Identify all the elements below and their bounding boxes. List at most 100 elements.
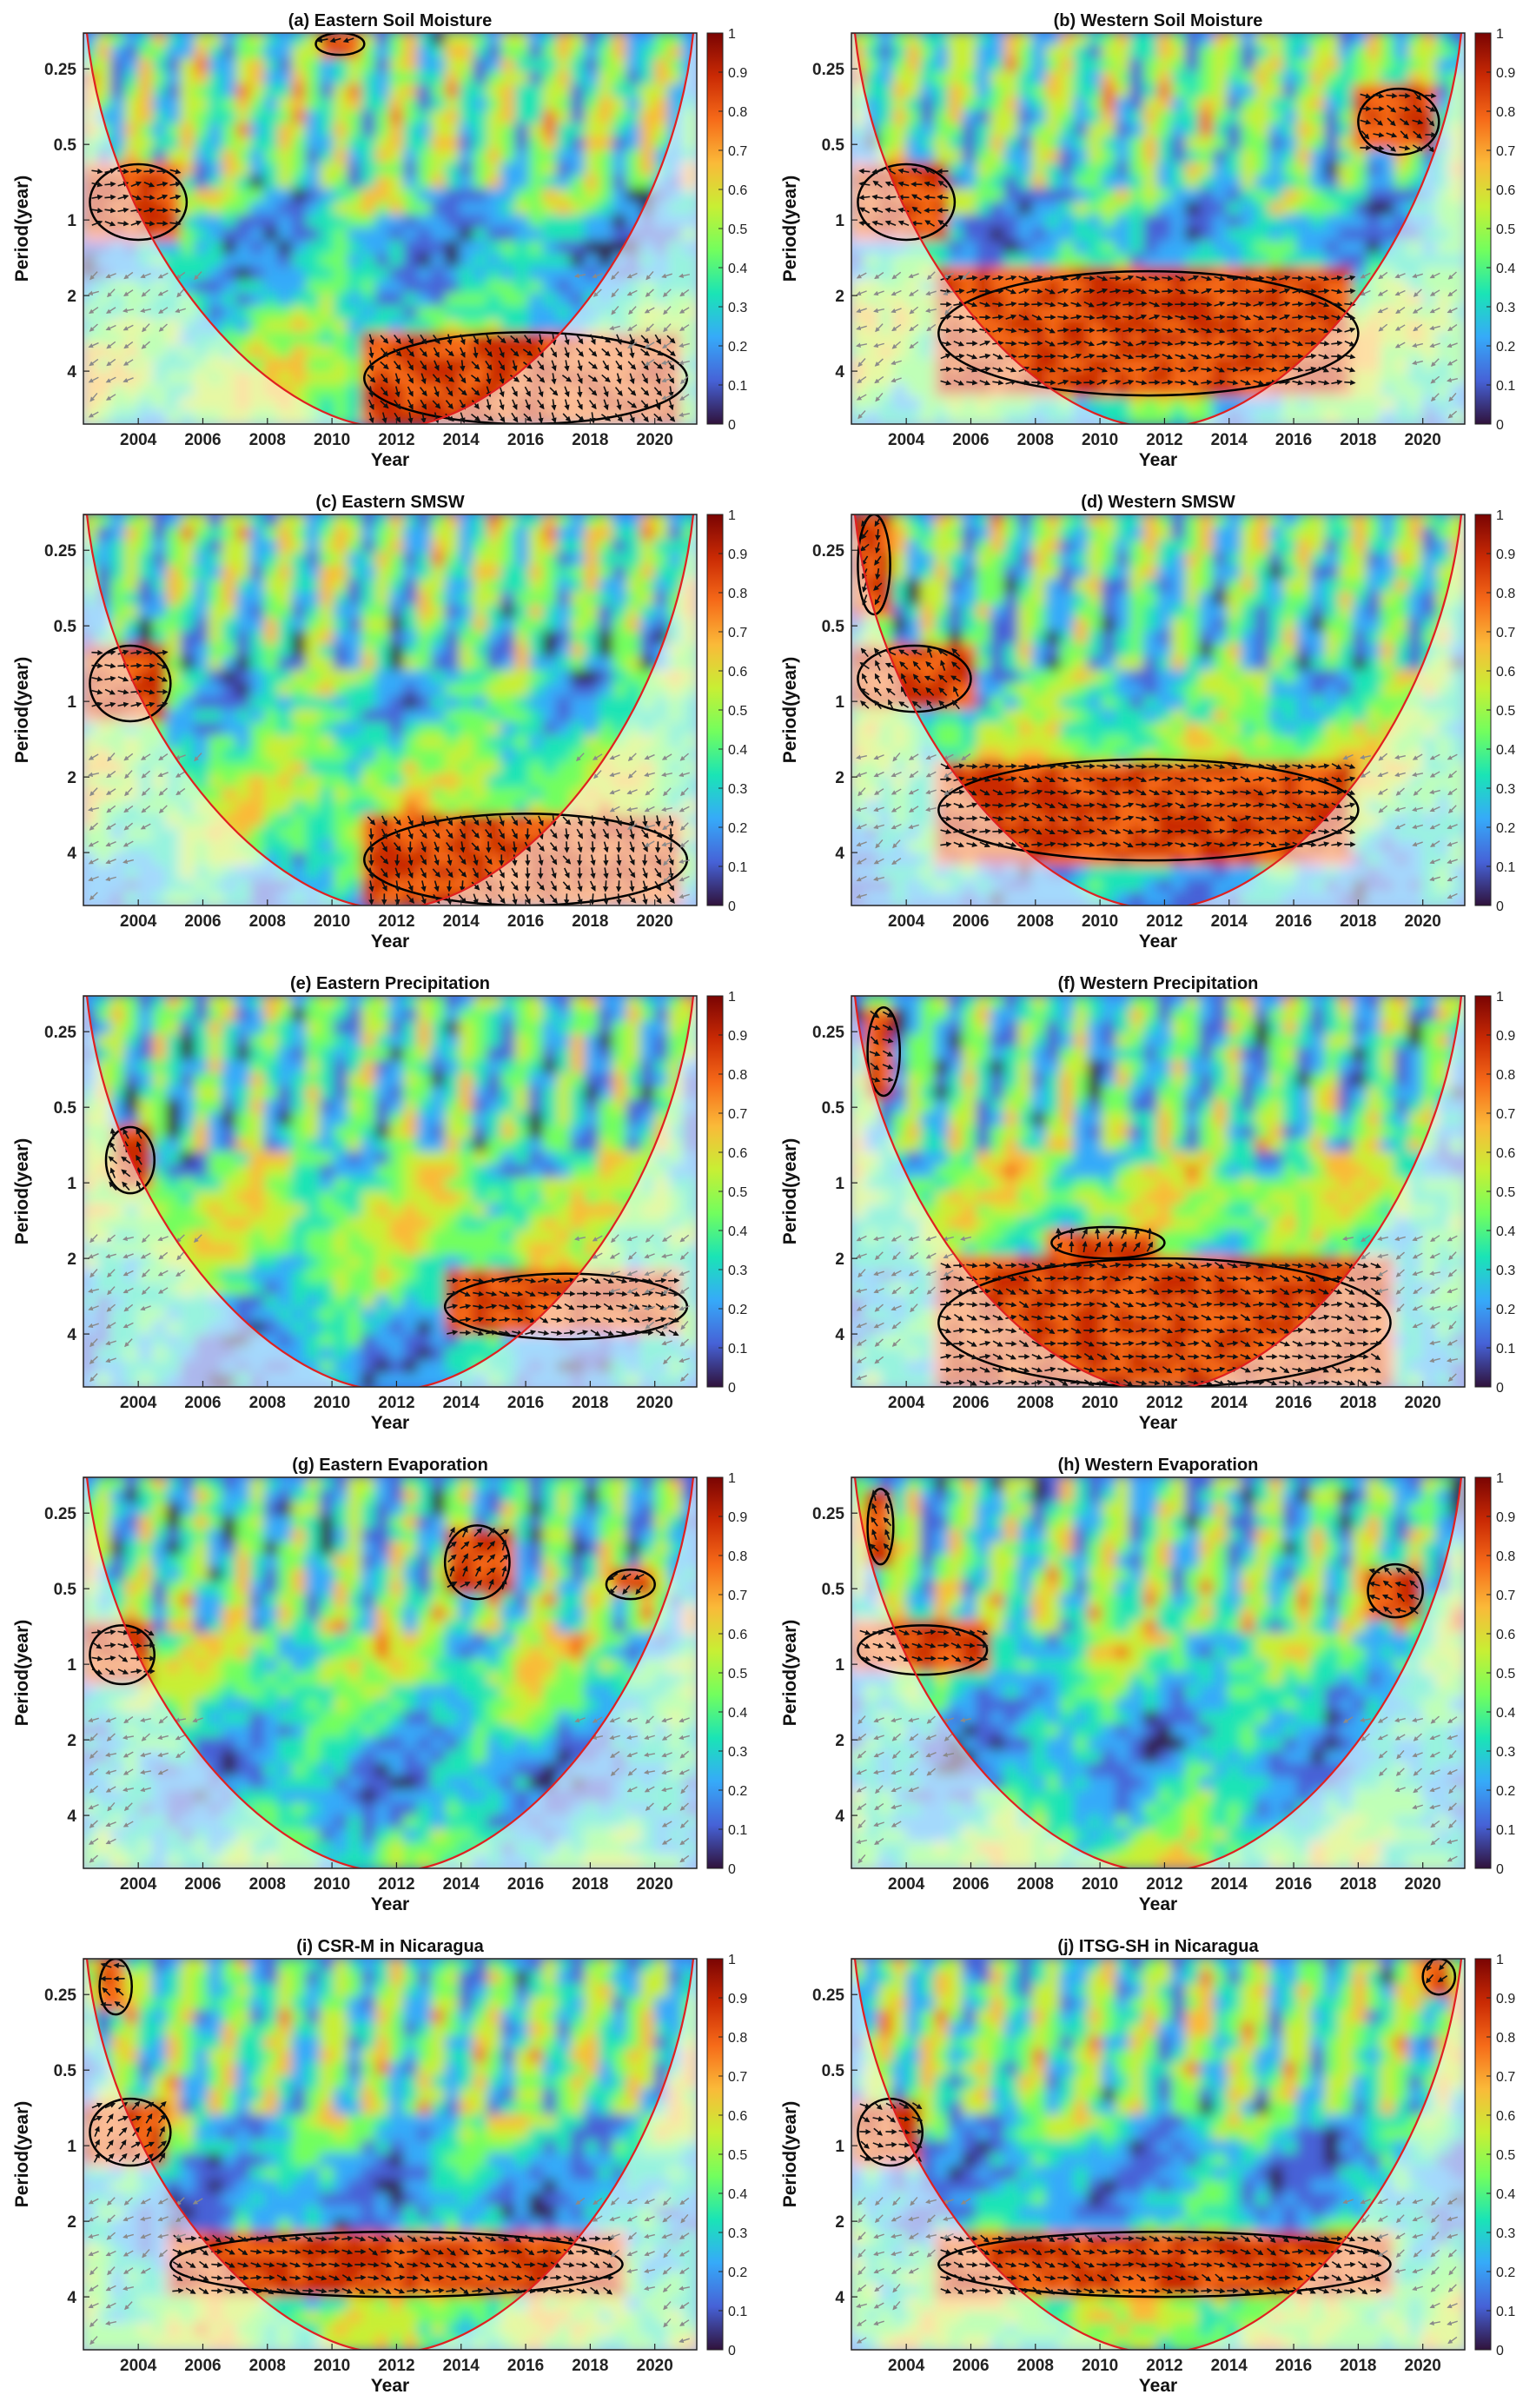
colorbar-tick-label: 0.8 bbox=[1496, 105, 1515, 120]
x-tick-label: 2020 bbox=[1405, 431, 1441, 449]
y-axis-label: Period(year) bbox=[12, 2101, 32, 2208]
y-tick-label: 4 bbox=[835, 845, 844, 863]
colorbar-tick-label: 0.9 bbox=[728, 66, 747, 81]
colorbar-tick-label: 0.4 bbox=[1496, 2187, 1515, 2202]
colorbar-tick-label: 0.1 bbox=[1496, 860, 1515, 875]
y-tick-label: 2 bbox=[67, 2213, 76, 2232]
colorbar-tick-label: 0 bbox=[728, 1381, 736, 1396]
y-tick-label: 2 bbox=[835, 2213, 844, 2232]
y-tick-label: 4 bbox=[835, 1326, 844, 1344]
colorbar-tick-label: 0.2 bbox=[728, 340, 747, 355]
x-tick-label: 2012 bbox=[378, 2357, 414, 2375]
colorbar-tick-label: 0.7 bbox=[728, 144, 747, 159]
y-tick-label: 0.25 bbox=[812, 1505, 844, 1523]
y-tick-label: 0.25 bbox=[812, 1024, 844, 1042]
colorbar-tick-label: 0 bbox=[728, 2344, 736, 2358]
x-tick-label: 2010 bbox=[1082, 1394, 1118, 1412]
colorbar-tick-label: 0.3 bbox=[1496, 782, 1515, 797]
coi-shade bbox=[851, 1477, 1465, 1868]
significance-contour-2 bbox=[363, 331, 689, 424]
phase-arrows bbox=[88, 649, 691, 905]
x-tick-label: 2018 bbox=[572, 912, 608, 931]
x-tick-label: 2010 bbox=[1082, 431, 1118, 449]
colorbar-tick-label: 0.5 bbox=[728, 704, 747, 719]
colorbar-tick-label: 0.3 bbox=[1496, 301, 1515, 315]
x-tick-label: 2012 bbox=[378, 431, 414, 449]
colorbar-tick-label: 0.1 bbox=[1496, 379, 1515, 394]
significance-contour-3 bbox=[1421, 1959, 1457, 1996]
x-tick-label: 2014 bbox=[1211, 1875, 1248, 1894]
colorbar-tick-label: 1 bbox=[1496, 1471, 1504, 1486]
x-tick-label: 2012 bbox=[378, 1875, 414, 1894]
x-tick-label: 2020 bbox=[637, 1394, 673, 1412]
colorbar-tick-label: 0.6 bbox=[1496, 665, 1515, 680]
x-axis-label: Year bbox=[371, 450, 409, 470]
x-tick-label: 2008 bbox=[249, 912, 286, 931]
cone-of-influence bbox=[83, 1959, 695, 2350]
x-tick-label: 2016 bbox=[507, 912, 544, 931]
significance-contour-2 bbox=[104, 1125, 156, 1195]
colorbar-tick-label: 0.3 bbox=[728, 2226, 747, 2241]
y-tick-label: 0.25 bbox=[812, 1987, 844, 2005]
colorbar-tick-label: 0.3 bbox=[728, 782, 747, 797]
x-tick-label: 2008 bbox=[1017, 1394, 1054, 1412]
colorbar-tick-label: 0.6 bbox=[728, 1628, 747, 1642]
significance-contour-2 bbox=[363, 813, 689, 905]
x-tick-label: 2008 bbox=[1017, 1875, 1054, 1894]
colorbar-tick-label: 0.5 bbox=[1496, 222, 1515, 237]
cone-of-influence bbox=[851, 1959, 1463, 2350]
x-tick-label: 2004 bbox=[120, 431, 157, 449]
x-tick-label: 2004 bbox=[120, 1394, 157, 1412]
colorbar-tick-label: 0.7 bbox=[728, 626, 747, 640]
colorbar-tick-label: 1 bbox=[1496, 990, 1504, 1005]
cone-of-influence bbox=[851, 514, 1463, 905]
x-tick-label: 2010 bbox=[1082, 912, 1118, 931]
colorbar-tick-label: 1 bbox=[728, 1471, 736, 1486]
x-tick-label: 2018 bbox=[1340, 1875, 1376, 1894]
x-tick-label: 2016 bbox=[507, 1875, 544, 1894]
x-tick-label: 2010 bbox=[314, 912, 350, 931]
x-tick-label: 2010 bbox=[1082, 1875, 1118, 1894]
x-tick-label: 2018 bbox=[572, 431, 608, 449]
x-tick-label: 2018 bbox=[1340, 2357, 1376, 2375]
colorbar-tick-label: 0.7 bbox=[1496, 626, 1515, 640]
x-tick-label: 2006 bbox=[952, 431, 989, 449]
colorbar-tick-label: 0.9 bbox=[728, 1992, 747, 2007]
significance-contour-1 bbox=[937, 269, 1360, 397]
y-tick-label: 0.5 bbox=[54, 136, 77, 155]
y-tick-label: 4 bbox=[67, 363, 76, 381]
colorbar-tick-label: 0.3 bbox=[728, 1745, 747, 1760]
colorbar-tick-label: 0 bbox=[728, 418, 736, 433]
y-axis-label: Period(year) bbox=[780, 1138, 800, 1245]
colorbar-tick-label: 0.1 bbox=[1496, 2305, 1515, 2319]
colorbar-tick-label: 0.4 bbox=[1496, 743, 1515, 758]
colorbar-tick-label: 0.7 bbox=[1496, 144, 1515, 159]
phase-arrows bbox=[856, 1489, 1458, 1864]
colorbar-tick-label: 0.8 bbox=[1496, 587, 1515, 601]
colorbar-tick-label: 0.3 bbox=[1496, 1264, 1515, 1278]
y-tick-label: 0.5 bbox=[54, 1581, 77, 1599]
x-tick-label: 2012 bbox=[1146, 431, 1182, 449]
y-tick-label: 4 bbox=[835, 363, 844, 381]
x-tick-label: 2008 bbox=[249, 431, 286, 449]
x-tick-label: 2014 bbox=[443, 912, 480, 931]
x-axis-label: Year bbox=[371, 1894, 409, 1914]
colorbar-tick-label: 1 bbox=[728, 990, 736, 1005]
y-axis-label: Period(year) bbox=[780, 1620, 800, 1727]
colorbar-tick-label: 0.2 bbox=[1496, 1303, 1515, 1317]
colorbar-tick-label: 0.2 bbox=[728, 1303, 747, 1317]
colorbar-tick-label: 0.2 bbox=[1496, 2265, 1515, 2280]
x-axis-label: Year bbox=[1139, 932, 1177, 952]
coi-shade bbox=[83, 514, 697, 905]
colorbar-tick-label: 0.4 bbox=[1496, 262, 1515, 276]
colorbar-tick-label: 0 bbox=[1496, 2344, 1504, 2358]
colorbar-tick-label: 1 bbox=[728, 508, 736, 523]
significance-contour-3 bbox=[1357, 87, 1440, 156]
x-tick-label: 2004 bbox=[888, 431, 925, 449]
chart-title: (g) Eastern Evaporation bbox=[292, 1456, 488, 1475]
significance-contour-2 bbox=[857, 644, 972, 713]
x-tick-label: 2016 bbox=[507, 2357, 544, 2375]
x-tick-label: 2020 bbox=[1405, 2357, 1441, 2375]
colorbar-tick-label: 0.3 bbox=[728, 1264, 747, 1278]
